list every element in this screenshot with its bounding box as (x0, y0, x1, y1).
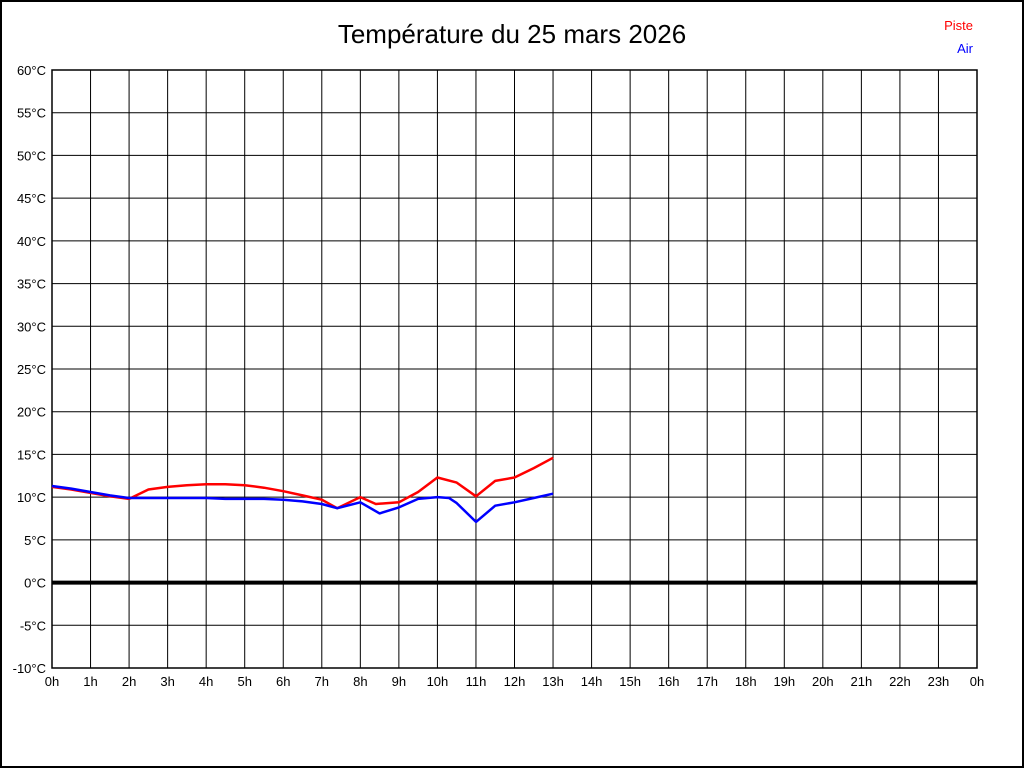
svg-text:10h: 10h (427, 674, 449, 689)
svg-text:9h: 9h (392, 674, 406, 689)
svg-text:0°C: 0°C (24, 576, 46, 591)
svg-text:0h: 0h (45, 674, 59, 689)
svg-text:14h: 14h (581, 674, 603, 689)
svg-text:60°C: 60°C (17, 63, 46, 78)
svg-text:-5°C: -5°C (20, 618, 46, 633)
chart-legend: Piste Air (944, 14, 973, 60)
svg-text:23h: 23h (928, 674, 950, 689)
svg-text:5h: 5h (237, 674, 251, 689)
svg-text:50°C: 50°C (17, 148, 46, 163)
svg-text:45°C: 45°C (17, 191, 46, 206)
svg-text:16h: 16h (658, 674, 680, 689)
svg-text:19h: 19h (773, 674, 795, 689)
svg-text:30°C: 30°C (17, 319, 46, 334)
svg-text:55°C: 55°C (17, 106, 46, 121)
svg-text:8h: 8h (353, 674, 367, 689)
svg-text:35°C: 35°C (17, 277, 46, 292)
svg-text:11h: 11h (466, 674, 487, 689)
svg-text:10°C: 10°C (17, 490, 46, 505)
svg-text:7h: 7h (315, 674, 329, 689)
svg-text:20h: 20h (812, 674, 834, 689)
svg-text:21h: 21h (851, 674, 873, 689)
svg-text:-10°C: -10°C (13, 661, 46, 676)
svg-text:13h: 13h (542, 674, 564, 689)
chart-title: Température du 25 mars 2026 (337, 19, 687, 49)
legend-item-air: Air (957, 41, 973, 56)
svg-text:17h: 17h (696, 674, 718, 689)
svg-text:15°C: 15°C (17, 447, 46, 462)
svg-text:12h: 12h (504, 674, 526, 689)
svg-text:15h: 15h (619, 674, 641, 689)
svg-text:22h: 22h (889, 674, 911, 689)
legend-item-piste: Piste (944, 18, 973, 33)
svg-text:40°C: 40°C (17, 234, 46, 249)
svg-text:3h: 3h (160, 674, 174, 689)
svg-text:1h: 1h (83, 674, 97, 689)
svg-text:5°C: 5°C (24, 533, 46, 548)
svg-text:25°C: 25°C (17, 362, 46, 377)
svg-text:18h: 18h (735, 674, 757, 689)
svg-text:0h: 0h (970, 674, 984, 689)
svg-text:20°C: 20°C (17, 405, 46, 420)
svg-text:6h: 6h (276, 674, 290, 689)
svg-text:4h: 4h (199, 674, 213, 689)
svg-text:2h: 2h (122, 674, 136, 689)
